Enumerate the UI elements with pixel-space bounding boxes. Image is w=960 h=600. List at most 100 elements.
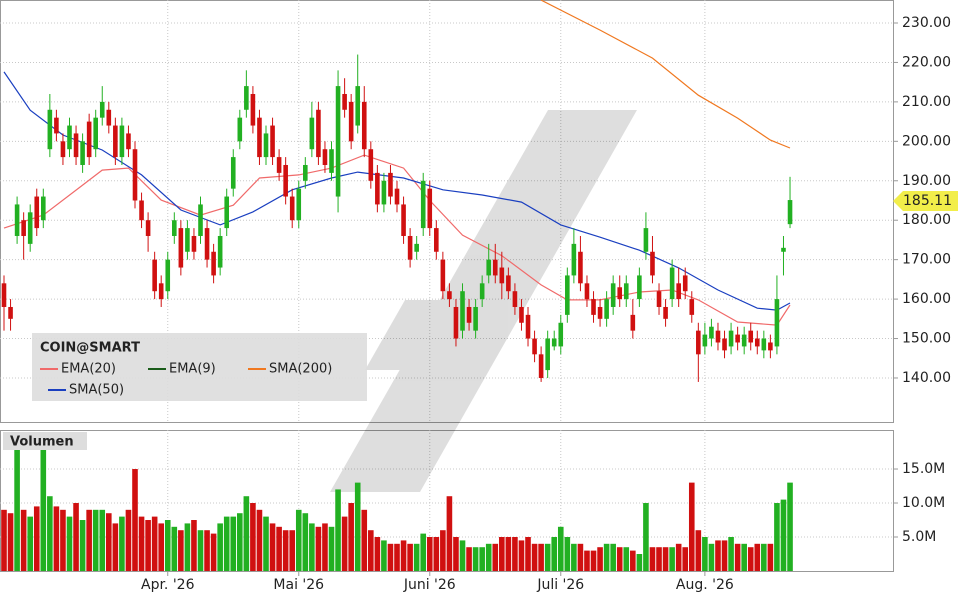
x-tick-label: Aug. '26	[676, 577, 734, 593]
volume-bar	[374, 537, 381, 571]
candle-body	[709, 326, 714, 339]
volume-bar	[459, 540, 466, 571]
volume-bar	[119, 516, 125, 571]
candle-body	[492, 259, 498, 276]
volume-bar	[413, 543, 420, 571]
volume-bar	[544, 543, 551, 571]
volume-bar	[440, 530, 446, 571]
candle-body	[473, 306, 478, 331]
candle-body	[152, 259, 157, 292]
candle-body	[486, 259, 492, 276]
candle-body	[322, 149, 328, 165]
volume-bar	[485, 543, 492, 571]
candle-body	[656, 291, 662, 307]
legend-label: SMA(200)	[269, 362, 332, 377]
volume-bar	[767, 543, 774, 571]
volume-bar	[295, 509, 302, 571]
volume-bar	[354, 482, 361, 571]
volume-bar	[230, 516, 237, 571]
candle-body	[303, 164, 308, 181]
candle-body	[106, 109, 112, 126]
candle-body	[296, 188, 302, 221]
candle-body	[211, 251, 216, 276]
candle-body	[545, 338, 550, 371]
volume-bar	[774, 503, 780, 571]
volume-bar	[557, 526, 564, 571]
y-tick-label: 170.00	[902, 252, 951, 268]
y-tick-label: 230.00	[902, 15, 951, 31]
watermark	[330, 110, 637, 492]
candle-body	[696, 330, 701, 355]
candle-body	[283, 164, 288, 197]
volume-bar	[27, 516, 33, 571]
candle-body	[93, 117, 98, 150]
candle-body	[453, 306, 459, 339]
volume-bar	[60, 509, 66, 571]
volume-bar	[164, 520, 171, 571]
candle-body	[8, 306, 13, 319]
candle-body	[728, 330, 734, 347]
volume-bar	[53, 506, 60, 571]
volume-bar	[479, 547, 485, 571]
volume-bar	[237, 513, 243, 571]
candle-body	[237, 117, 243, 142]
last-price-label: 185.11	[903, 193, 952, 209]
volume-bar	[1, 509, 7, 571]
volume-bar	[394, 543, 400, 571]
volume-bar	[466, 547, 472, 571]
candle-body	[244, 86, 249, 110]
candle-body	[558, 322, 564, 347]
candle-body	[506, 275, 511, 292]
candle-body	[217, 235, 223, 268]
y-tick-label: 150.00	[902, 331, 951, 347]
candle-body	[1, 283, 7, 307]
candle-body	[768, 342, 773, 351]
volume-bar	[204, 530, 210, 571]
volume-bar	[472, 547, 479, 571]
candle-body	[132, 149, 138, 201]
volume-bar	[145, 520, 151, 571]
candle-body	[185, 228, 190, 252]
volume-bar	[571, 543, 577, 571]
candle-body	[532, 338, 537, 355]
volume-tick-label: 5.0M	[902, 529, 936, 545]
volume-bar	[368, 530, 374, 571]
volume-bar	[191, 520, 197, 571]
candle-body	[512, 291, 518, 307]
volume-bar	[112, 523, 119, 571]
candle-body	[676, 283, 681, 300]
candle-body	[86, 121, 92, 158]
candle-body	[650, 251, 655, 276]
candle-body	[198, 204, 203, 236]
candle-body	[191, 235, 197, 252]
candle-body	[447, 291, 452, 300]
volume-bar	[577, 543, 584, 571]
volume-bar	[747, 547, 754, 571]
volume-bar	[787, 482, 793, 571]
candle-body	[623, 283, 629, 300]
volume-bar	[630, 550, 636, 571]
candle-body	[774, 299, 780, 347]
volume-bar	[151, 516, 158, 571]
y-tick-label: 180.00	[902, 212, 951, 228]
volume-bar	[675, 543, 682, 571]
last-price-tag	[893, 191, 958, 211]
volume-bar	[505, 537, 512, 571]
volume-bar	[453, 537, 459, 571]
candle-body	[368, 149, 374, 181]
candle-body	[689, 299, 695, 315]
candle-body	[250, 93, 256, 126]
volume-bar	[256, 509, 263, 571]
candle-body	[21, 220, 26, 236]
candle-body	[145, 220, 151, 236]
candle-body	[113, 125, 118, 158]
candle-body	[781, 247, 786, 252]
volume-bar	[721, 540, 728, 571]
y-tick-label: 190.00	[902, 173, 951, 189]
volume-bar	[538, 543, 544, 571]
volume-bar	[250, 503, 256, 571]
candle-body	[34, 196, 40, 229]
candle-body	[519, 306, 524, 323]
volume-bar	[446, 496, 453, 571]
